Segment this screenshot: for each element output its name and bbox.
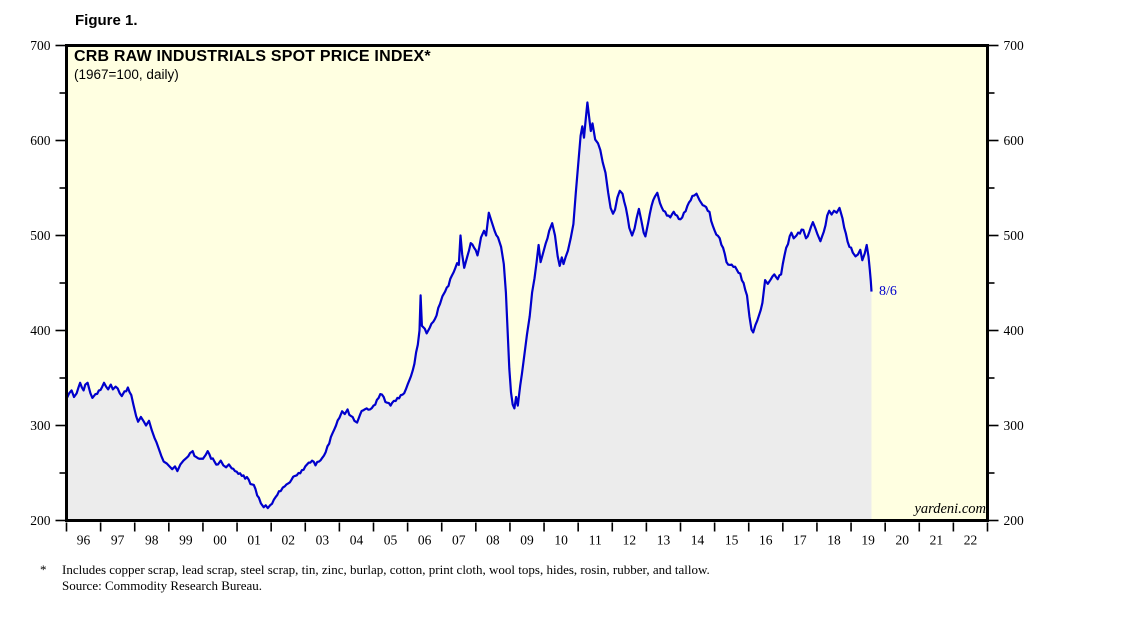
figure-label: Figure 1.: [75, 12, 138, 29]
x-axis-label: 17: [793, 533, 807, 548]
x-axis-label: 09: [520, 533, 534, 548]
x-axis-label: 16: [759, 533, 773, 548]
x-axis-label: 05: [384, 533, 398, 548]
y-axis-label-left: 400: [30, 323, 51, 338]
y-axis-label-right: 600: [1004, 133, 1025, 148]
y-axis-label-right: 300: [1004, 418, 1025, 433]
x-axis-label: 07: [452, 533, 466, 548]
x-axis-label: 10: [554, 533, 568, 548]
x-axis-label: 18: [827, 533, 841, 548]
x-axis-label: 22: [964, 533, 978, 548]
y-axis-label-left: 300: [30, 418, 51, 433]
x-axis-label: 96: [77, 533, 91, 548]
chart-title: CRB RAW INDUSTRIALS SPOT PRICE INDEX*: [74, 48, 431, 65]
x-axis-label: 13: [657, 533, 671, 548]
x-axis-label: 02: [281, 533, 295, 548]
chart-subtitle: (1967=100, daily): [74, 67, 179, 82]
x-axis-label: 99: [179, 533, 193, 548]
price-line: [65, 101, 873, 510]
y-axis-label-left: 200: [30, 513, 51, 528]
x-axis-label: 01: [247, 533, 261, 548]
x-axis-label: 98: [145, 533, 159, 548]
x-axis-label: 11: [589, 533, 602, 548]
x-axis-label: 14: [691, 533, 705, 548]
footnote-line2: Source: Commodity Research Bureau.: [62, 578, 263, 593]
area-fill: [66, 102, 872, 521]
x-axis-label: 21: [930, 533, 944, 548]
yardeni-watermark: yardeni.com: [914, 501, 986, 517]
x-axis-label: 06: [418, 533, 432, 548]
x-axis-label: 12: [623, 533, 637, 548]
x-axis-label: 04: [350, 533, 364, 548]
x-axis-label: 97: [111, 533, 125, 548]
x-axis-label: 00: [213, 533, 227, 548]
plot-border: [65, 44, 989, 522]
x-axis-label: 20: [895, 533, 909, 548]
x-axis-label: 15: [725, 533, 739, 548]
y-axis-label-right: 200: [1004, 513, 1025, 528]
x-axis-label: 03: [316, 533, 330, 548]
y-axis-label-right: 700: [1004, 38, 1025, 53]
y-axis-label-left: 500: [30, 228, 51, 243]
footnote: * Includes copper scrap, lead scrap, ste…: [40, 562, 710, 594]
x-axis-label: 19: [861, 533, 875, 548]
y-axis-label-right: 500: [1004, 228, 1025, 243]
last-point-date-label: 8/6: [879, 284, 897, 299]
y-axis-label-left: 700: [30, 38, 51, 53]
footnote-asterisk: *: [40, 562, 47, 577]
footnote-line1: Includes copper scrap, lead scrap, steel…: [62, 562, 710, 577]
y-axis-label-left: 600: [30, 133, 51, 148]
y-axis-label-right: 400: [1004, 323, 1025, 338]
x-axis-label: 08: [486, 533, 500, 548]
